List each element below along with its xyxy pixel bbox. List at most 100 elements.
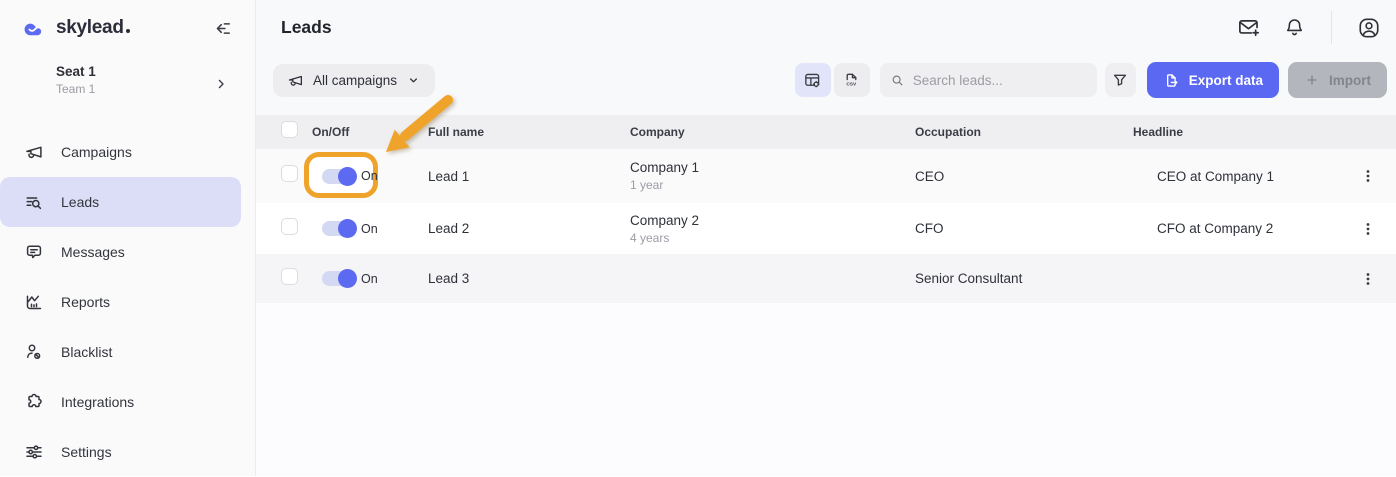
company-tenure: 4 years bbox=[630, 230, 670, 245]
export-data-label: Export data bbox=[1188, 72, 1263, 88]
new-message-button[interactable] bbox=[1236, 15, 1261, 40]
topbar-divider bbox=[1331, 11, 1332, 44]
company-cell: Company 1 1 year bbox=[624, 160, 909, 192]
toggle-state-label: On bbox=[361, 221, 378, 236]
column-header-company: Company bbox=[630, 125, 685, 139]
account-icon bbox=[1359, 17, 1379, 38]
chat-bubble-icon bbox=[24, 242, 44, 262]
row-checkbox[interactable] bbox=[281, 165, 298, 182]
brand-name: skylead bbox=[56, 17, 124, 38]
chevron-down-icon bbox=[410, 77, 418, 82]
megaphone-icon bbox=[288, 75, 303, 86]
row-menu-button[interactable] bbox=[1355, 266, 1381, 292]
sidebar-item-label: Campaigns bbox=[61, 144, 132, 160]
search-icon bbox=[892, 75, 903, 85]
seat-title: Seat 1 bbox=[56, 64, 96, 79]
headline-cell: CFO at Company 2 bbox=[1157, 221, 1274, 236]
campaign-filter-label: All campaigns bbox=[313, 72, 398, 88]
main-content: Leads bbox=[256, 0, 1396, 476]
column-header-headline: Headline bbox=[1133, 125, 1184, 139]
campaign-filter-dropdown[interactable]: All campaigns bbox=[273, 63, 436, 97]
top-area: Leads bbox=[256, 0, 1396, 115]
sidebar-item-campaigns[interactable]: Campaigns bbox=[0, 127, 241, 177]
person-blocked-icon bbox=[24, 342, 44, 362]
sidebar-item-messages[interactable]: Messages bbox=[0, 227, 241, 277]
sidebar-item-label: Integrations bbox=[61, 394, 135, 410]
sidebar-item-reports[interactable]: Reports bbox=[0, 277, 241, 327]
kebab-menu-icon bbox=[1366, 170, 1370, 182]
megaphone-icon bbox=[24, 142, 44, 162]
import-button[interactable]: Import bbox=[1288, 62, 1387, 98]
sidebar-item-blacklist[interactable]: Blacklist bbox=[0, 327, 241, 377]
search-box bbox=[879, 63, 1097, 97]
lead-on-off-toggle[interactable]: On bbox=[322, 219, 422, 238]
csv-view-button[interactable]: CSV bbox=[833, 63, 870, 97]
filter-button[interactable] bbox=[1104, 63, 1136, 97]
leads-search-icon bbox=[24, 192, 44, 212]
row-checkbox[interactable] bbox=[281, 267, 298, 285]
kebab-menu-icon bbox=[1366, 272, 1370, 285]
toggle-switch-icon bbox=[322, 269, 357, 288]
company-name: Company 1 bbox=[630, 160, 700, 175]
table-view-icon bbox=[805, 73, 820, 87]
page-title: Leads bbox=[281, 17, 332, 37]
sidebar-item-label: Leads bbox=[61, 194, 100, 210]
lead-on-off-toggle[interactable]: On bbox=[322, 269, 422, 288]
row-checkbox[interactable] bbox=[281, 217, 298, 235]
chart-icon bbox=[24, 292, 44, 312]
funnel-icon bbox=[1114, 74, 1127, 86]
sidebar-item-settings[interactable]: Settings bbox=[0, 427, 241, 477]
svg-text:CSV: CSV bbox=[847, 81, 858, 87]
annotation-arrow bbox=[386, 95, 453, 152]
search-input[interactable] bbox=[912, 72, 1087, 88]
notifications-button[interactable] bbox=[1283, 16, 1306, 39]
full-name-cell: Lead 3 bbox=[428, 271, 470, 286]
sidebar-item-integrations[interactable]: Integrations bbox=[0, 377, 241, 427]
seat-subtitle: Team 1 bbox=[56, 82, 96, 96]
company-tenure: 1 year bbox=[630, 178, 664, 192]
view-switcher: CSV bbox=[794, 63, 870, 97]
table-header: On/Off Full name Company Occupation Head… bbox=[256, 115, 1396, 149]
row-menu-button[interactable] bbox=[1355, 163, 1381, 189]
table-row: On Lead 3 Senior Consultant bbox=[256, 254, 1396, 303]
chevron-right-icon bbox=[213, 76, 229, 92]
toggle-state-label: On bbox=[361, 169, 378, 183]
seat-selector[interactable]: Seat 1 Team 1 bbox=[0, 56, 255, 100]
logo-row: skylead bbox=[0, 0, 255, 56]
toolbar: All campaigns bbox=[256, 55, 1396, 98]
collapse-sidebar-button[interactable] bbox=[212, 18, 233, 39]
collapse-sidebar-icon bbox=[216, 22, 231, 34]
import-label: Import bbox=[1329, 72, 1371, 88]
occupation-cell: Senior Consultant bbox=[915, 271, 1023, 286]
column-header-occupation: Occupation bbox=[915, 125, 982, 139]
account-button[interactable] bbox=[1357, 16, 1381, 40]
sidebar-item-label: Blacklist bbox=[61, 344, 113, 360]
occupation-cell: CFO bbox=[915, 221, 944, 236]
brand-dot bbox=[125, 29, 130, 33]
column-header-on-off: On/Off bbox=[312, 125, 350, 139]
sidebar-item-leads[interactable]: Leads bbox=[0, 177, 241, 227]
headline-cell: CEO at Company 1 bbox=[1157, 168, 1275, 184]
export-file-icon bbox=[1166, 73, 1178, 87]
column-header-full-name: Full name bbox=[428, 125, 485, 139]
skylead-logo-icon bbox=[22, 16, 49, 40]
kebab-menu-icon bbox=[1366, 222, 1370, 235]
topbar-actions bbox=[1236, 11, 1381, 44]
plus-icon bbox=[1307, 75, 1317, 85]
sidebar-item-label: Settings bbox=[61, 444, 112, 460]
lead-on-off-toggle[interactable]: On bbox=[322, 166, 422, 186]
toggle-switch-icon bbox=[322, 219, 357, 238]
company-name: Company 2 bbox=[630, 212, 700, 228]
bell-icon bbox=[1286, 19, 1303, 36]
mail-plus-icon bbox=[1239, 20, 1260, 37]
export-data-button[interactable]: Export data bbox=[1146, 62, 1279, 98]
sidebar-nav: Campaigns Leads Messages bbox=[0, 127, 255, 477]
row-menu-button[interactable] bbox=[1355, 216, 1381, 242]
sliders-icon bbox=[24, 442, 44, 462]
table-view-button[interactable] bbox=[794, 63, 831, 97]
brand: skylead bbox=[56, 17, 130, 39]
select-all-checkbox[interactable] bbox=[281, 121, 298, 138]
sidebar: skylead Seat 1 Team 1 bbox=[0, 0, 256, 476]
sidebar-item-label: Messages bbox=[61, 244, 125, 260]
